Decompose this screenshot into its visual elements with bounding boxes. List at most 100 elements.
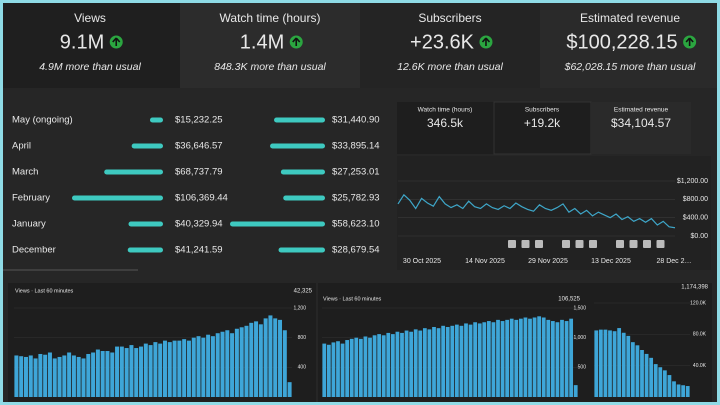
event-marker — [629, 240, 638, 248]
bar — [91, 352, 96, 397]
mini-label: Subscribers — [525, 107, 560, 114]
bar — [110, 352, 115, 397]
revenue-bar — [283, 195, 325, 201]
x-tick-label: 29 Nov 2025 — [528, 258, 568, 265]
revenue-label: $31,440.90 — [332, 115, 380, 126]
up-arrow — [292, 37, 301, 46]
bar — [505, 319, 510, 397]
bar — [390, 334, 395, 397]
bar — [95, 349, 100, 397]
bar — [278, 319, 283, 397]
revenue-bar — [127, 247, 163, 253]
bar — [172, 340, 177, 397]
revenue-label: $41,241.59 — [175, 245, 223, 256]
bar — [436, 328, 441, 397]
y-tick-label: 40.0K — [693, 363, 707, 369]
month-label: December — [12, 245, 56, 256]
bar — [395, 331, 400, 397]
revenue-bar — [270, 143, 325, 149]
bar — [62, 355, 67, 397]
bar — [528, 318, 532, 397]
kpi-label: Estimated revenue — [580, 11, 680, 25]
bar — [445, 326, 450, 397]
revenue-bar — [104, 169, 163, 175]
bar — [349, 338, 354, 397]
bar — [617, 328, 622, 397]
bar — [541, 317, 546, 397]
bar — [532, 317, 537, 397]
event-marker — [656, 240, 665, 248]
bar — [210, 336, 215, 397]
bar — [182, 339, 187, 397]
revenue-bar — [131, 143, 163, 149]
bar — [594, 330, 599, 397]
x-tick-label: 13 Dec 2025 — [591, 258, 631, 265]
bar-chart-total: 1,174,398 — [681, 285, 708, 291]
bar — [685, 386, 690, 397]
y-tick-label: 1,200 — [293, 305, 306, 311]
event-marker — [575, 240, 584, 248]
bar — [381, 335, 386, 397]
bar — [258, 324, 263, 397]
y-tick-label: 120.0K — [690, 300, 707, 306]
bar — [100, 351, 105, 397]
up-arrow — [112, 37, 121, 46]
kpi-label: Subscribers — [418, 11, 481, 25]
bar-chart-title: Views · Last 60 minutes — [323, 296, 382, 302]
bar — [326, 344, 331, 397]
event-marker — [535, 240, 543, 248]
y-tick-label: 80.0K — [693, 332, 707, 338]
x-tick-label: 30 Oct 2025 — [403, 258, 441, 265]
bar — [598, 329, 603, 397]
bar — [573, 385, 578, 397]
x-tick-label: 28 Dec 2… — [656, 258, 691, 265]
bar — [234, 328, 239, 397]
bar — [282, 330, 287, 397]
bar — [33, 358, 38, 397]
bar — [19, 356, 24, 397]
bar — [427, 329, 432, 397]
revenue-label: $27,253.01 — [332, 167, 380, 178]
bar — [635, 345, 640, 397]
bar — [464, 323, 468, 397]
revenue-label: $68,737.79 — [175, 167, 223, 178]
bar — [621, 332, 626, 397]
y-tick-label: 1,500 — [573, 305, 586, 311]
bar — [496, 319, 500, 397]
bar — [550, 321, 555, 397]
bar — [148, 345, 153, 397]
bar — [134, 348, 139, 397]
bar — [546, 319, 551, 397]
revenue-bar — [128, 221, 163, 227]
bar — [263, 318, 268, 397]
event-marker — [589, 240, 597, 248]
bar — [244, 325, 249, 397]
bar — [215, 333, 220, 397]
bar — [363, 336, 368, 397]
bar — [459, 325, 464, 397]
mini-label: Watch time (hours) — [418, 107, 473, 114]
bar — [191, 337, 196, 397]
revenue-label: $40,329.94 — [175, 219, 223, 230]
kpi-value: 1.4M — [240, 31, 284, 53]
month-label: April — [12, 141, 31, 152]
bar — [162, 340, 167, 397]
bar — [560, 319, 564, 397]
kpi-note: $62,028.15 more than usual — [564, 61, 696, 73]
bar — [482, 322, 487, 397]
bar — [672, 381, 676, 397]
bar — [354, 337, 359, 397]
bar — [153, 342, 158, 397]
event-marker — [643, 240, 651, 248]
bar — [603, 329, 608, 397]
y-tick-label: 400 — [298, 365, 307, 371]
mini-value: 346.5k — [427, 116, 464, 130]
bar — [509, 318, 514, 397]
y-tick-label: $0.00 — [690, 233, 708, 240]
revenue-label: $15,232.25 — [175, 115, 223, 126]
bar — [105, 351, 110, 397]
bar — [653, 364, 658, 397]
bar — [57, 356, 62, 397]
x-tick-label: 14 Nov 2025 — [465, 258, 505, 265]
